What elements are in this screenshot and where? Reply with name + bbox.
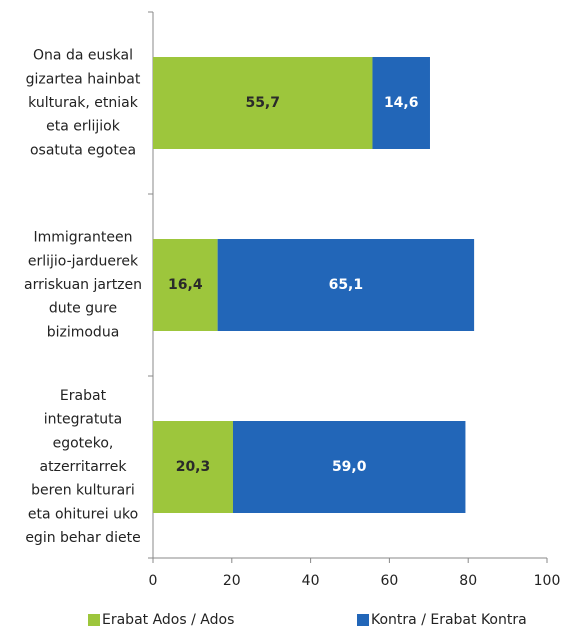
bar-segment: [232, 421, 466, 513]
category-label: Erabat integratuta egoteko, atzerritarrek be…: [25, 388, 140, 546]
legend-label: Kontra / Erabat Kontra: [371, 612, 527, 628]
bar-segment: [153, 239, 218, 331]
x-tick-label: 60: [380, 573, 398, 589]
category-label: Immigranteen erlijio-jarduerek arriskuan j…: [24, 230, 142, 341]
data-label: 59,0: [332, 459, 367, 475]
legend-swatch: [88, 614, 100, 626]
data-label: 14,6: [384, 95, 419, 111]
data-label: 65,1: [329, 277, 364, 293]
data-label: 55,7: [245, 95, 280, 111]
bar-segment: [153, 421, 233, 513]
data-label: 16,4: [168, 277, 203, 293]
data-label: 20,3: [176, 459, 211, 475]
x-tick-label: 100: [534, 573, 561, 589]
x-tick-label: 40: [302, 573, 320, 589]
legend-swatch: [357, 614, 369, 626]
bar-segment: [372, 57, 430, 149]
x-tick-label: 0: [149, 573, 158, 589]
x-tick-label: 80: [459, 573, 477, 589]
x-tick-label: 20: [223, 573, 241, 589]
legend-label: Erabat Ados / Ados: [102, 612, 234, 628]
category-label: Ona da euskal gizartea hainbat kulturak, e…: [26, 48, 141, 159]
bar-segment: [217, 239, 475, 331]
bar-segment: [153, 57, 373, 149]
